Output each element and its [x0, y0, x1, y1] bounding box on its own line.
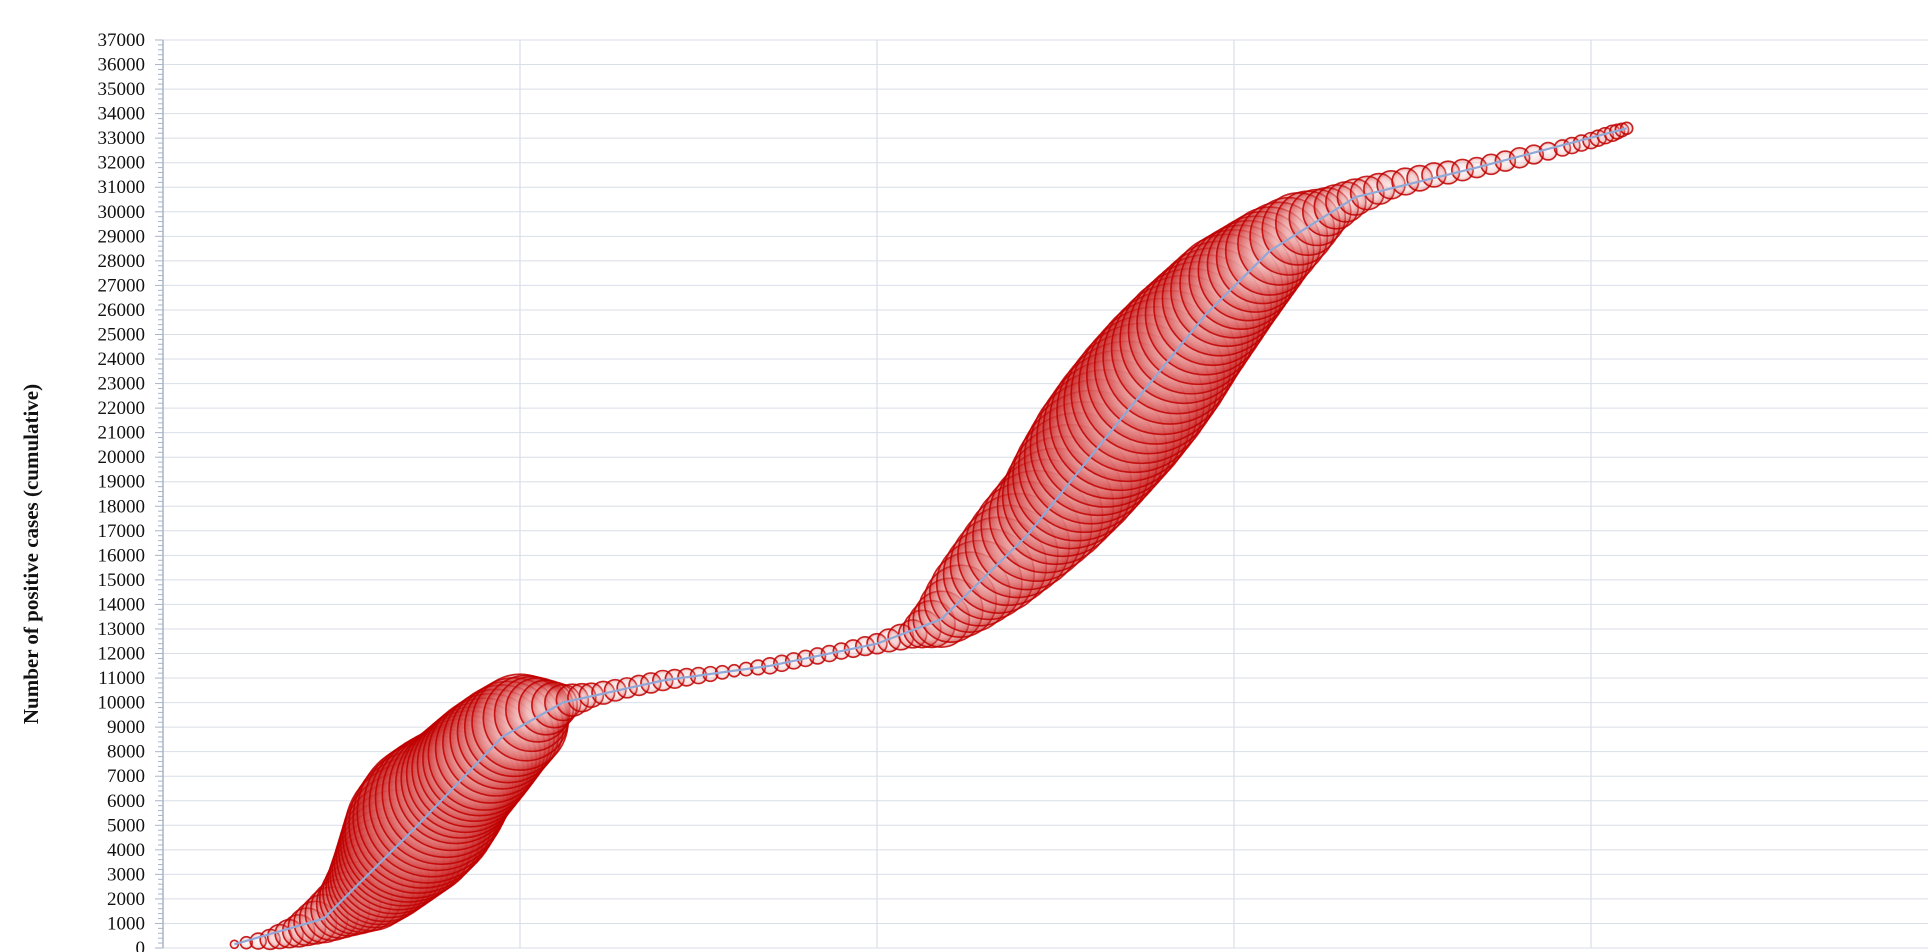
y-tick-label: 6000 — [107, 791, 145, 812]
y-tick-label: 25000 — [98, 324, 146, 345]
trend-line-path — [234, 127, 1627, 946]
y-tick-label: 9000 — [107, 717, 145, 738]
y-tick-label: 18000 — [98, 496, 146, 517]
y-tick-label: 1000 — [107, 913, 145, 934]
bubble-series — [229, 121, 1634, 951]
bubble-point — [229, 939, 240, 950]
y-tick-label: 27000 — [98, 275, 146, 296]
y-tick-label: 3000 — [107, 864, 145, 885]
y-tick-label: 28000 — [98, 251, 146, 272]
y-tick-labels: 0 1000 2000 3000 4000 5000 6000 7000 8000 9000 100… — [98, 30, 146, 952]
y-tick-label: 20000 — [98, 447, 146, 468]
y-axis-title: Number of positive cases (cumulative) — [19, 384, 43, 724]
y-tick-label: 16000 — [98, 545, 146, 566]
y-tick-label: 14000 — [98, 594, 146, 615]
y-tick-label: 12000 — [98, 644, 146, 665]
y-tick-label: 21000 — [98, 423, 146, 444]
y-tick-label: 23000 — [98, 374, 146, 395]
y-tick-label: 19000 — [98, 472, 146, 493]
y-tick-label: 26000 — [98, 300, 146, 321]
y-tick-label: 22000 — [98, 398, 146, 419]
y-tick-label: 32000 — [98, 153, 146, 174]
y-tick-label: 31000 — [98, 177, 146, 198]
y-tick-label: 15000 — [98, 570, 146, 591]
y-tick-label: 10000 — [98, 693, 146, 714]
y-tick-label: 11000 — [98, 668, 145, 689]
y-tick-label: 8000 — [107, 742, 145, 763]
y-tick-label: 29000 — [98, 226, 146, 247]
y-tick-label: 35000 — [98, 79, 146, 100]
y-tick-label: 37000 — [98, 30, 146, 51]
y-tick-label: 34000 — [98, 104, 146, 125]
y-tick-label: 17000 — [98, 521, 146, 542]
y-tick-label: 5000 — [107, 815, 145, 836]
y-tick-label: 33000 — [98, 128, 146, 149]
y-tick-label: 36000 — [98, 55, 146, 76]
y-tick-label: 7000 — [107, 766, 145, 787]
y-tick-label: 2000 — [107, 889, 145, 910]
y-tick-label: 0 — [136, 938, 146, 952]
y-tick-label: 30000 — [98, 202, 146, 223]
y-tick-label: 4000 — [107, 840, 145, 861]
trend-line — [234, 127, 1627, 946]
y-tick-label: 13000 — [98, 619, 146, 640]
y-axis — [155, 39, 164, 949]
y-tick-label: 24000 — [98, 349, 146, 370]
